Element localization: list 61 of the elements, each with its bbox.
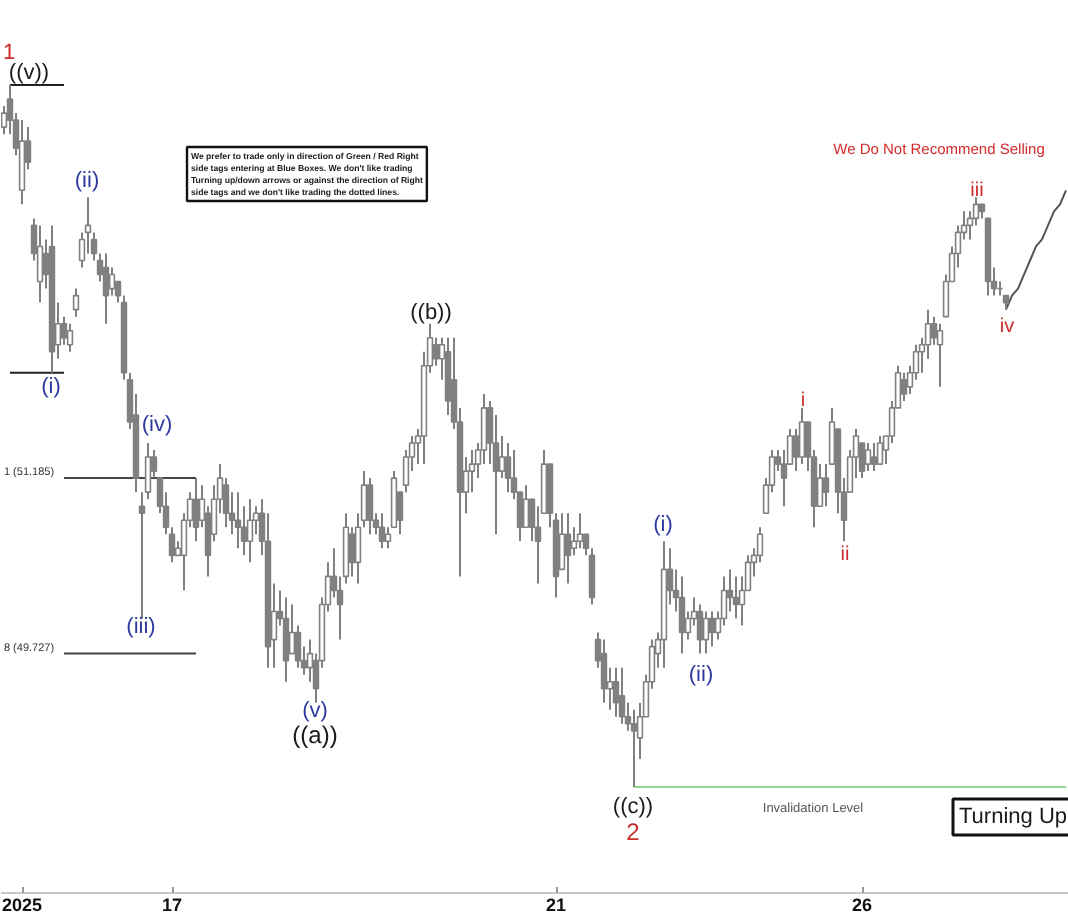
candlestick — [696, 603, 704, 655]
candlestick — [282, 596, 290, 683]
x-tick-label: 21 — [545, 895, 567, 915]
candlestick — [816, 463, 824, 508]
candlestick — [726, 568, 734, 613]
candlestick — [792, 427, 800, 473]
annotation: ((a)) — [292, 721, 338, 749]
candlestick — [378, 512, 386, 550]
candlestick — [294, 624, 302, 669]
candlestick — [798, 406, 806, 466]
candlestick — [36, 224, 44, 304]
annotation: (i) — [41, 375, 61, 399]
candlestick — [678, 575, 686, 655]
text: 1 — [2, 41, 16, 65]
text: Turning Up — [959, 805, 1068, 829]
x-tick-label: 26 — [851, 895, 873, 915]
text: ((c)) — [612, 795, 654, 819]
candlestick — [498, 435, 506, 480]
annotation: ii — [840, 544, 850, 566]
candlestick — [60, 315, 68, 346]
annotation: (i) — [653, 513, 673, 537]
candlestick — [870, 442, 878, 473]
candlestick — [600, 638, 608, 704]
candlestick — [522, 484, 530, 529]
annotation: (v) — [302, 699, 328, 723]
candlestick — [108, 266, 116, 297]
x-tick-label: 2025 — [1, 895, 43, 915]
candlestick — [102, 252, 110, 325]
annotation: (iii) — [126, 615, 156, 639]
text: 2 — [626, 818, 641, 846]
annotation: iv — [999, 316, 1015, 338]
annotation: (ii) — [688, 663, 714, 687]
annotation: ((v)) — [8, 61, 50, 85]
candlestick — [876, 435, 884, 466]
candlestick — [618, 666, 626, 725]
annotation: i — [800, 390, 806, 412]
candlestick — [66, 322, 74, 353]
annotation: (ii) — [74, 169, 100, 193]
candlestick — [366, 477, 374, 536]
candlestick — [72, 287, 80, 318]
annotation: (iv) — [141, 413, 173, 437]
candlestick — [564, 512, 572, 585]
candlestick — [732, 575, 740, 620]
candlestick — [702, 610, 710, 655]
x-tick-label: 17 — [161, 895, 183, 915]
candlestick — [432, 336, 440, 367]
candlestick — [708, 610, 716, 648]
candlestick — [864, 442, 872, 473]
candlestick — [900, 371, 908, 402]
annotation: ((b)) — [410, 301, 452, 325]
candlestick — [630, 708, 638, 788]
candlestick — [234, 491, 242, 550]
candlestick — [192, 477, 200, 543]
candlestick — [348, 526, 356, 578]
candlestick — [576, 512, 584, 550]
candlestick — [288, 603, 296, 655]
annotation: iii — [970, 180, 984, 202]
candlestick — [612, 666, 620, 718]
candlestick — [246, 498, 254, 564]
candlestick — [936, 322, 944, 388]
candlestick — [504, 442, 512, 494]
